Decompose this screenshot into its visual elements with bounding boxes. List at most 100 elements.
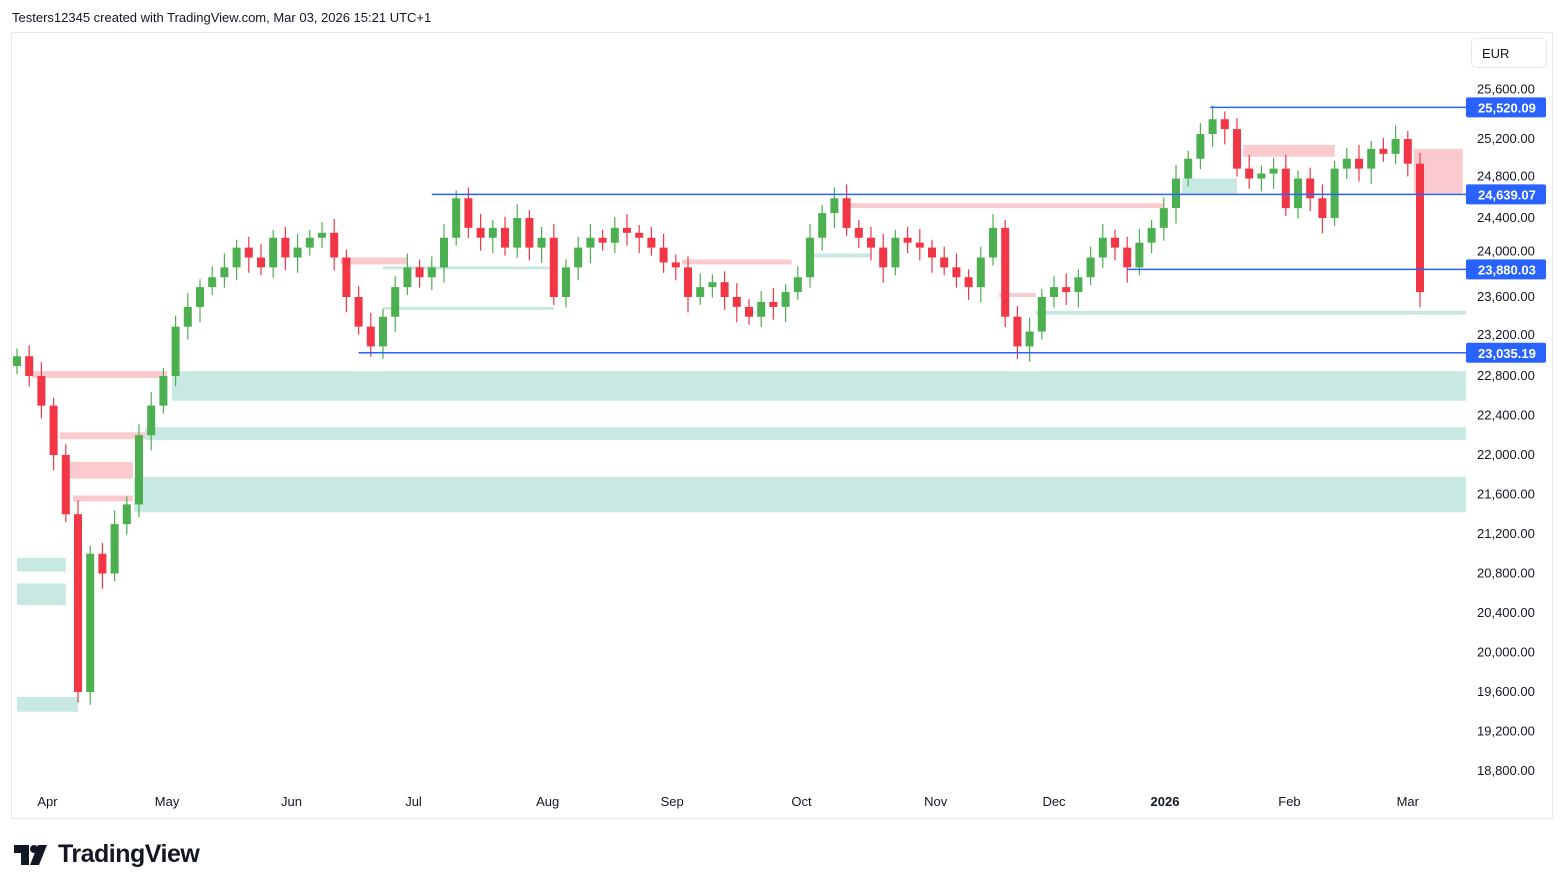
candle-up bbox=[1269, 168, 1278, 174]
demand-zone bbox=[145, 427, 1467, 441]
candle-up bbox=[1367, 148, 1376, 169]
price-level-badge bbox=[1466, 342, 1546, 363]
candle-down bbox=[464, 198, 473, 228]
candle-up bbox=[1025, 331, 1034, 347]
candle-down bbox=[720, 282, 729, 297]
supply-zone bbox=[681, 259, 792, 265]
candle-up bbox=[452, 198, 461, 238]
x-tick-label: Dec bbox=[1042, 794, 1066, 809]
candle-up bbox=[232, 247, 241, 268]
price-level-label: 23,880.03 bbox=[1478, 262, 1536, 277]
candle-up bbox=[806, 237, 814, 278]
candle-down bbox=[1379, 148, 1388, 154]
candle-down bbox=[867, 237, 875, 248]
candle-up bbox=[427, 267, 436, 278]
candle-up bbox=[391, 287, 400, 317]
candle-down bbox=[1281, 168, 1290, 209]
chart-frame: 25,600.00 25,200.00 24,800.00 24,400.00 24,0… bbox=[11, 32, 1553, 819]
candle-up bbox=[293, 247, 302, 258]
candle-down bbox=[1123, 247, 1132, 268]
candle-down bbox=[732, 297, 741, 307]
candle-up bbox=[1184, 158, 1193, 179]
candle-up bbox=[220, 267, 229, 278]
candle-down bbox=[342, 257, 351, 297]
candle-up bbox=[135, 435, 143, 505]
candle-down bbox=[769, 301, 778, 307]
candle-down bbox=[659, 247, 668, 263]
candle-down bbox=[74, 514, 82, 692]
candle-down bbox=[598, 237, 607, 243]
y-tick-label: 20,400.00 bbox=[1477, 605, 1535, 620]
candle-up bbox=[1391, 139, 1400, 154]
candle-down bbox=[415, 267, 424, 278]
candle-down bbox=[1062, 287, 1071, 293]
candle-up bbox=[208, 277, 217, 288]
x-tick-label: Sep bbox=[661, 794, 684, 809]
candle-down bbox=[1013, 316, 1022, 347]
candle-up bbox=[976, 257, 985, 288]
x-tick-label: Jul bbox=[405, 794, 422, 809]
candle-up bbox=[1196, 134, 1205, 159]
candle-down bbox=[928, 247, 936, 258]
price-level-badge bbox=[1466, 184, 1546, 205]
candle-up bbox=[318, 232, 326, 238]
price-chart[interactable]: 25,600.00 25,200.00 24,800.00 24,400.00 24,0… bbox=[12, 33, 1554, 820]
candle-down bbox=[854, 227, 863, 238]
candle-up bbox=[818, 213, 827, 238]
demand-zone bbox=[17, 583, 66, 606]
candle-down bbox=[671, 262, 680, 268]
y-tick-label: 20,800.00 bbox=[1477, 566, 1535, 581]
candle-up bbox=[537, 237, 546, 248]
candle-down bbox=[501, 227, 509, 248]
candle-up bbox=[403, 267, 412, 288]
tradingview-logo[interactable]: TradingView bbox=[14, 840, 200, 869]
x-tick-label: Mar bbox=[1397, 794, 1420, 809]
candle-down bbox=[745, 306, 753, 317]
candle-up bbox=[1330, 168, 1339, 218]
candle-up bbox=[122, 504, 131, 525]
candle-up bbox=[1074, 277, 1083, 293]
demand-zone bbox=[17, 557, 66, 572]
candle-down bbox=[1220, 119, 1229, 130]
y-tick-label: 23,200.00 bbox=[1477, 327, 1535, 342]
candle-down bbox=[952, 267, 961, 278]
candle-down bbox=[1233, 129, 1241, 169]
candle-up bbox=[1050, 287, 1058, 297]
candle-down bbox=[915, 242, 924, 248]
candle-down bbox=[98, 553, 107, 574]
x-tick-label: Aug bbox=[536, 794, 559, 809]
candle-down bbox=[366, 326, 375, 347]
supply-zone bbox=[340, 257, 408, 265]
demand-zone bbox=[383, 266, 554, 270]
candle-up bbox=[989, 227, 997, 258]
candle-up bbox=[1098, 237, 1107, 258]
candle-up bbox=[159, 376, 168, 406]
candle-up bbox=[1037, 297, 1046, 332]
candle-up bbox=[891, 237, 900, 268]
demand-zone bbox=[810, 253, 871, 258]
candle-up bbox=[793, 277, 802, 293]
y-tick-label: 20,000.00 bbox=[1477, 645, 1535, 660]
candle-down bbox=[1416, 163, 1424, 293]
candle-up bbox=[708, 282, 717, 288]
y-tick-label: 23,600.00 bbox=[1477, 289, 1535, 304]
currency-button[interactable]: EUR bbox=[1471, 38, 1547, 68]
candle-down bbox=[281, 237, 290, 258]
supply-zone bbox=[68, 461, 133, 479]
supply-zone bbox=[846, 203, 1164, 209]
demand-zone bbox=[17, 696, 78, 712]
demand-zone bbox=[171, 371, 1467, 401]
demand-zone bbox=[383, 306, 554, 310]
candle-down bbox=[964, 277, 973, 288]
candle-down bbox=[940, 257, 949, 268]
supply-zone bbox=[999, 293, 1036, 297]
candle-down bbox=[49, 405, 58, 455]
x-tick-label: May bbox=[155, 794, 180, 809]
y-tick-label: 22,800.00 bbox=[1477, 368, 1535, 383]
y-tick-label: 21,200.00 bbox=[1477, 526, 1535, 541]
x-tick-label: Nov bbox=[924, 794, 948, 809]
y-tick-label: 22,000.00 bbox=[1477, 447, 1535, 462]
price-level-badge bbox=[1466, 97, 1546, 118]
candle-down bbox=[879, 247, 888, 268]
candle-down bbox=[61, 455, 70, 515]
